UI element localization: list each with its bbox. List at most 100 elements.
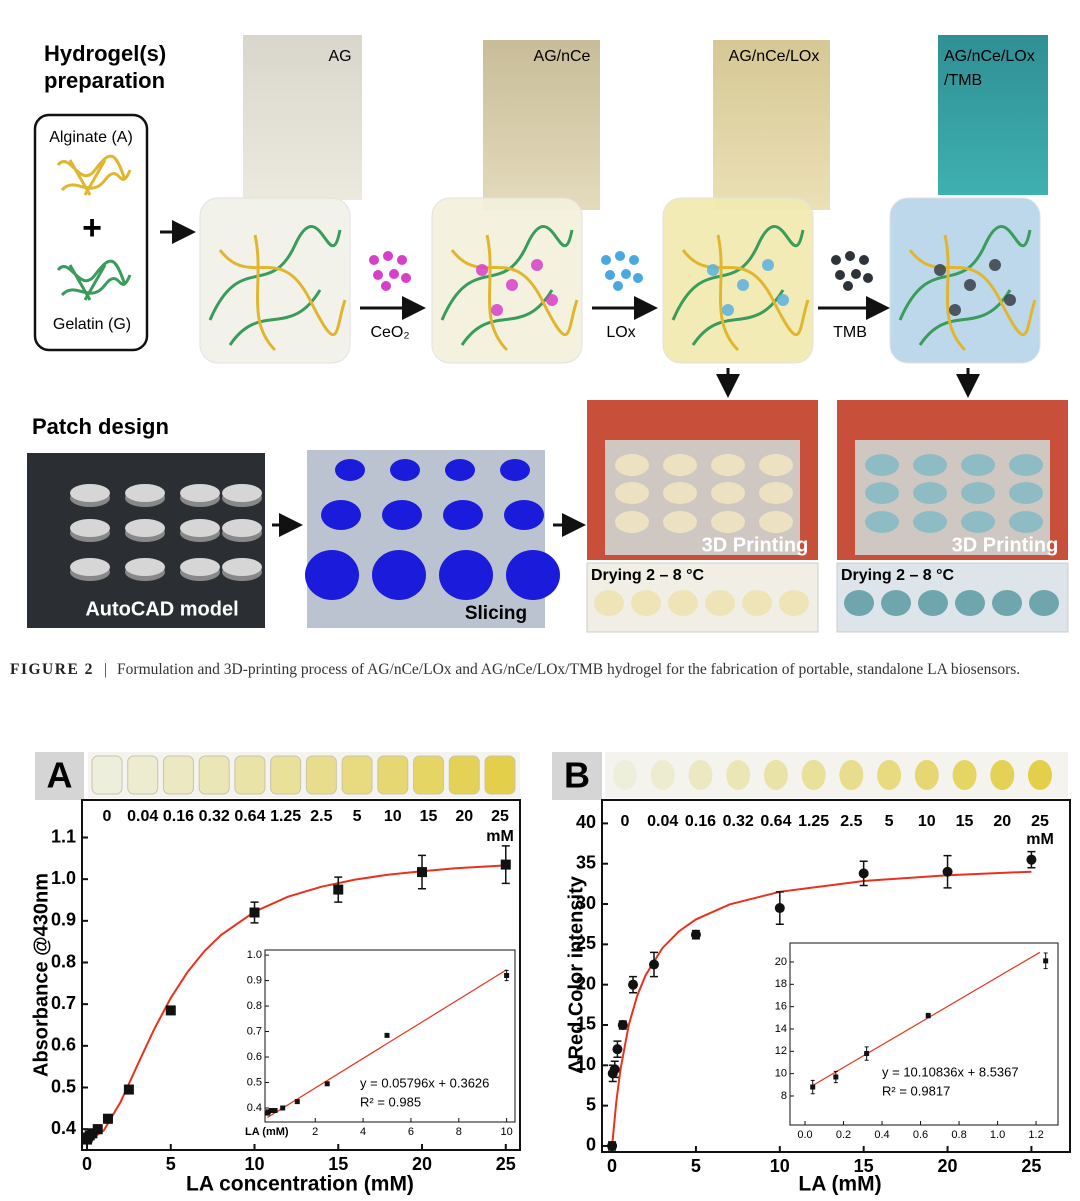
cube <box>662 197 814 364</box>
vial <box>198 755 230 795</box>
particle <box>707 264 719 276</box>
y-tick-label: 10 <box>775 1068 787 1080</box>
dried-patch <box>844 590 874 616</box>
vial <box>270 755 302 795</box>
printed-patch <box>615 511 649 533</box>
alginate-chain <box>218 234 347 352</box>
photo-label: AG/nCe/LOx <box>729 48 820 65</box>
slice-disc <box>443 500 483 530</box>
particle <box>737 279 749 291</box>
reagent-label: TMB <box>833 324 867 341</box>
concentration-label: 2.5 <box>310 808 332 825</box>
model-disc <box>70 484 110 502</box>
data-point <box>333 884 344 895</box>
concentration-label: 1.25 <box>270 808 301 825</box>
y-tick-label: 15 <box>576 1014 596 1034</box>
particle <box>989 259 1001 271</box>
printed-patch <box>759 511 793 533</box>
y-tick-label: 14 <box>775 1023 787 1035</box>
dried-patch <box>594 590 624 616</box>
data-point <box>268 1108 274 1114</box>
x-tick-label: 6 <box>408 1126 414 1138</box>
concentration-label: 0.16 <box>163 808 194 825</box>
x-tick-label: 10 <box>245 1154 265 1174</box>
dried-patch <box>668 590 698 616</box>
gelatin-chain <box>671 225 805 346</box>
panel-letter-box <box>552 752 602 800</box>
dried-patch <box>742 590 772 616</box>
data-point <box>774 903 785 914</box>
x-tick-label: 0.0 <box>797 1129 812 1141</box>
photo <box>243 35 362 200</box>
y-tick-label: 10 <box>576 1054 596 1074</box>
x-tick-label: 2 <box>312 1126 318 1138</box>
dried-sample <box>688 760 713 790</box>
particle <box>531 259 543 271</box>
reagent-icon <box>863 273 873 283</box>
printed-patch <box>711 511 745 533</box>
annotation: y = 0.05796x + 0.3626 <box>360 1075 489 1090</box>
cubes <box>199 197 1041 364</box>
caption: FIGURE 2 | Formulation and 3D-printing pro… <box>10 657 1076 682</box>
concentration-label: 0.04 <box>647 813 678 830</box>
vial <box>91 755 123 795</box>
x-tick-label: 15 <box>854 1156 874 1176</box>
image-label: Slicing <box>465 603 527 624</box>
printed-patch <box>961 511 995 533</box>
reagent-icon <box>613 281 623 291</box>
dried-patch <box>955 590 985 616</box>
reagent-icon <box>397 255 407 265</box>
slice-disc <box>382 500 422 530</box>
y-tick-label: 0.5 <box>51 1076 76 1096</box>
vial <box>234 755 266 795</box>
data-point <box>649 959 659 970</box>
particle <box>506 279 518 291</box>
panel-letter-box <box>35 752 84 800</box>
reagent-icon <box>633 273 643 283</box>
reagent-icon <box>835 270 845 280</box>
y-tick-label: 1.0 <box>247 949 262 961</box>
particle <box>949 304 961 316</box>
y-tick-label: 8 <box>781 1090 787 1102</box>
reagent-label: CeO₂ <box>370 324 409 341</box>
photo <box>713 40 830 210</box>
vial <box>341 755 373 795</box>
vial <box>127 755 159 795</box>
component-label: Gelatin (G) <box>53 316 131 333</box>
particle <box>762 259 774 271</box>
concentration-label: 0.64 <box>234 808 265 825</box>
y-tick-label: 0.4 <box>51 1118 76 1138</box>
y-tick-label: 0.5 <box>247 1076 262 1088</box>
model-disc <box>180 484 220 502</box>
x-tick-label: 1.0 <box>990 1129 1005 1141</box>
particle <box>777 294 789 306</box>
y-tick-label: 20 <box>576 973 596 993</box>
data-point <box>612 1044 623 1055</box>
concentration-label: 5 <box>885 813 894 830</box>
dried-sample <box>1028 760 1052 790</box>
cube <box>199 197 351 364</box>
dried-patch <box>631 590 661 616</box>
data-point <box>92 1124 103 1135</box>
image-label: Drying 2 – 8 °C <box>841 567 955 584</box>
reagent-icon <box>615 251 625 261</box>
y-tick-label: 40 <box>576 812 596 832</box>
dried-sample <box>877 760 902 790</box>
printed-patch <box>1009 454 1043 476</box>
model-disc <box>180 558 220 576</box>
plot-frame <box>601 799 1071 1153</box>
x-axis-label: LA concentration (mM) <box>186 1173 414 1196</box>
concentration-label: 0.64 <box>760 813 791 830</box>
printed-patch <box>913 454 947 476</box>
caption-text: Formulation and 3D-printing process of A… <box>117 661 1021 678</box>
dried-patch <box>881 590 911 616</box>
cube <box>889 197 1041 364</box>
concentration-label: 25 <box>1031 813 1049 830</box>
x-axis-label: LA (mM) <box>245 1126 289 1138</box>
y-tick-label: 0.7 <box>247 1025 262 1037</box>
slice-disc <box>439 550 493 600</box>
data-point <box>165 1005 176 1016</box>
vial <box>448 755 480 795</box>
fit-line <box>86 864 506 1143</box>
